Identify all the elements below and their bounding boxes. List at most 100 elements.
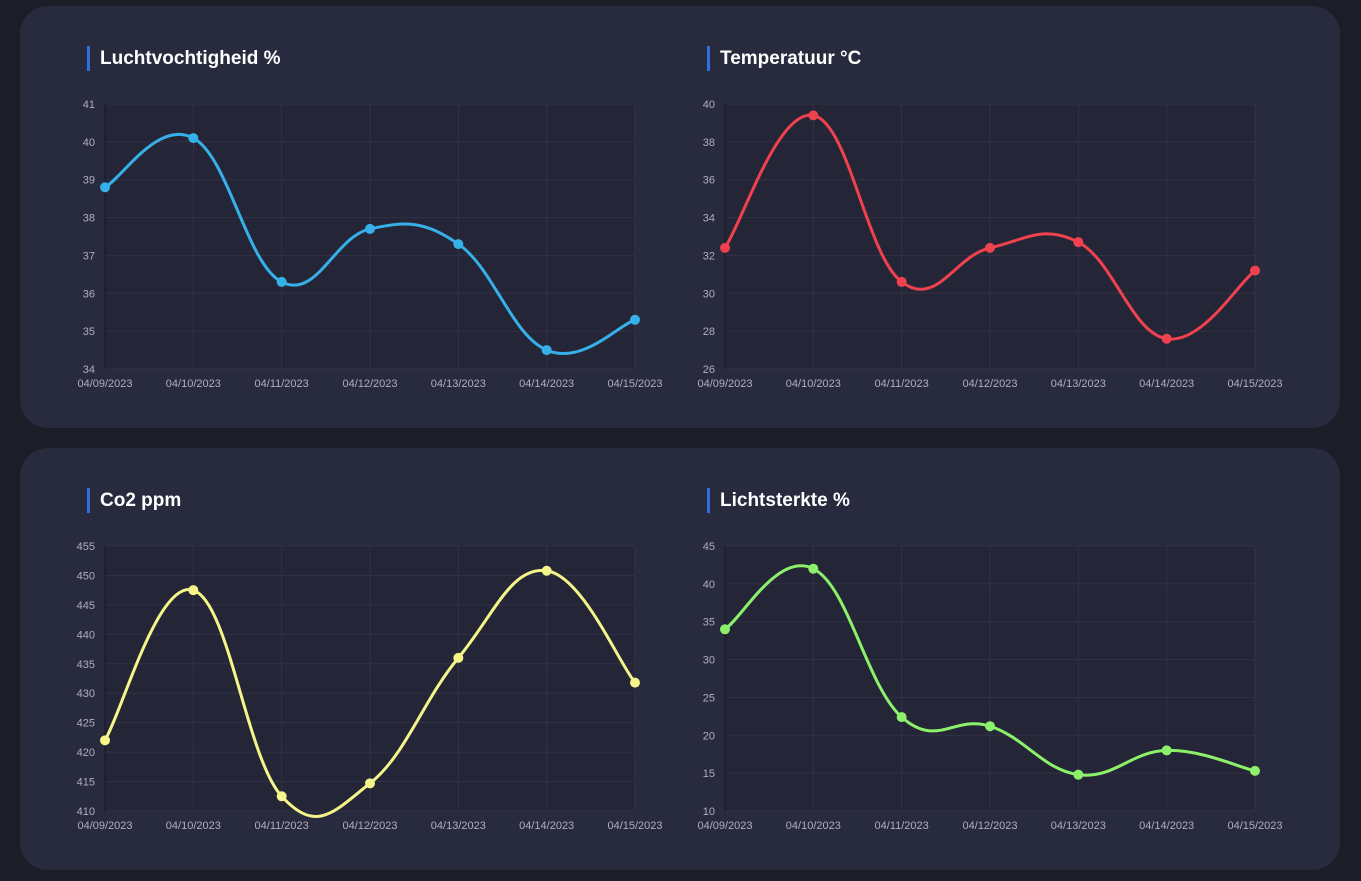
x-tick-label: 04/14/2023 [519,820,574,832]
y-tick-label: 38 [83,213,95,225]
x-tick-label: 04/13/2023 [1051,378,1106,390]
data-point[interactable] [276,276,287,287]
x-tick-label: 04/12/2023 [342,820,397,832]
y-tick-label: 445 [77,600,95,612]
y-tick-label: 20 [703,730,715,742]
chart-card-top: Luchtvochtigheid % 34 35 36 37 38 39 40 41 04/09… [20,6,1340,428]
x-tick-label: 04/09/2023 [77,378,132,390]
y-tick-label: 420 [77,747,95,759]
data-point[interactable] [985,242,995,253]
x-tick-label: 04/14/2023 [1139,378,1194,390]
y-tick-label: 37 [83,250,95,262]
chart-title-humidity: Luchtvochtigheid % [87,46,281,71]
y-tick-label: 415 [77,777,95,789]
y-tick-label: 34 [703,213,715,225]
x-tick-label: 04/15/2023 [607,820,662,832]
chart-panel-temperature: Temperatuur °C 26 28 30 32 34 36 38 40 04/09/202… [640,6,1283,428]
chart-panel-co2: Co2 ppm 410 415 420 425 430 435 440 445 450 455 04… [20,448,663,870]
y-tick-label: 30 [703,288,715,300]
x-tick-label: 04/14/2023 [519,378,574,390]
chart-light: 10 15 20 25 30 35 40 45 04/09/2023 04/10/2023 04/1… [697,541,1282,832]
y-tick-label: 455 [77,541,95,553]
data-point[interactable] [1250,265,1260,276]
y-tick-label: 30 [703,655,715,667]
data-point[interactable] [1250,765,1260,776]
data-point[interactable] [188,133,199,144]
y-tick-label: 38 [703,137,715,149]
data-point[interactable] [630,314,640,325]
x-tick-label: 04/12/2023 [962,820,1017,832]
chart-humidity: 34 35 36 37 38 39 40 41 04/09/2023 04/10/2023 04/1… [77,99,662,390]
x-tick-label: 04/10/2023 [786,820,841,832]
x-tick-label: 04/10/2023 [786,378,841,390]
x-tick-label: 04/11/2023 [255,378,309,390]
y-tick-label: 36 [703,175,715,187]
x-tick-label: 04/09/2023 [77,820,132,832]
data-point[interactable] [100,182,110,193]
chart-panel-light: Lichtsterkte % 10 15 20 25 30 35 40 45 04/09/202… [640,448,1283,870]
chart-title-light: Lichtsterkte % [707,488,850,513]
chart-title-temperature: Temperatuur °C [707,46,861,71]
x-tick-label: 04/15/2023 [607,378,662,390]
x-tick-label: 04/11/2023 [875,378,929,390]
y-tick-label: 39 [83,175,95,187]
data-point[interactable] [453,652,464,663]
data-point[interactable] [541,565,552,576]
data-point[interactable] [808,563,819,574]
data-point[interactable] [1161,333,1172,344]
data-point[interactable] [276,791,287,802]
x-tick-label: 04/11/2023 [875,820,929,832]
data-point[interactable] [1073,237,1084,248]
x-tick-label: 04/13/2023 [1051,820,1106,832]
y-tick-label: 36 [83,288,95,300]
y-tick-label: 28 [703,326,715,338]
y-tick-label: 45 [703,541,715,553]
chart-temperature: 26 28 30 32 34 36 38 40 04/09/2023 04/10/2023 04/1… [697,99,1282,390]
x-tick-label: 04/09/2023 [697,820,752,832]
y-tick-label: 35 [703,617,715,629]
data-point[interactable] [453,239,464,250]
y-tick-label: 40 [703,579,715,591]
chart-co2: 410 415 420 425 430 435 440 445 450 455 04/09/2023… [77,541,663,832]
data-point[interactable] [896,276,907,287]
y-tick-label: 430 [77,688,95,700]
y-tick-label: 15 [703,768,715,780]
data-point[interactable] [365,223,375,234]
x-tick-label: 04/15/2023 [1227,820,1282,832]
data-point[interactable] [630,677,640,688]
y-tick-label: 450 [77,570,95,582]
data-point[interactable] [985,721,995,732]
x-tick-label: 04/09/2023 [697,378,752,390]
data-point[interactable] [896,712,907,723]
data-point[interactable] [365,778,375,789]
data-point[interactable] [188,585,199,596]
x-tick-label: 04/10/2023 [166,820,221,832]
y-tick-label: 26 [703,364,715,376]
data-point[interactable] [720,624,730,635]
x-tick-label: 04/14/2023 [1139,820,1194,832]
y-tick-label: 440 [77,629,95,641]
data-point[interactable] [720,242,730,253]
data-point[interactable] [1161,745,1172,756]
chart-title-co2: Co2 ppm [87,488,181,513]
y-tick-label: 40 [83,137,95,149]
data-point[interactable] [100,735,110,746]
data-point[interactable] [541,345,552,356]
data-point[interactable] [1073,769,1084,780]
y-tick-label: 435 [77,659,95,671]
x-tick-label: 04/10/2023 [166,378,221,390]
x-tick-label: 04/12/2023 [342,378,397,390]
x-tick-label: 04/13/2023 [431,378,486,390]
y-tick-label: 35 [83,326,95,338]
y-tick-label: 425 [77,718,95,730]
y-tick-label: 32 [703,250,715,262]
data-point[interactable] [808,110,819,121]
y-tick-label: 10 [703,806,715,818]
x-tick-label: 04/12/2023 [962,378,1017,390]
x-tick-label: 04/13/2023 [431,820,486,832]
chart-card-bottom: Co2 ppm 410 415 420 425 430 435 440 445 450 455 04… [20,448,1340,870]
y-tick-label: 25 [703,692,715,704]
y-tick-label: 41 [83,99,95,111]
x-tick-label: 04/11/2023 [255,820,309,832]
chart-panel-humidity: Luchtvochtigheid % 34 35 36 37 38 39 40 41 04/09… [20,6,663,428]
